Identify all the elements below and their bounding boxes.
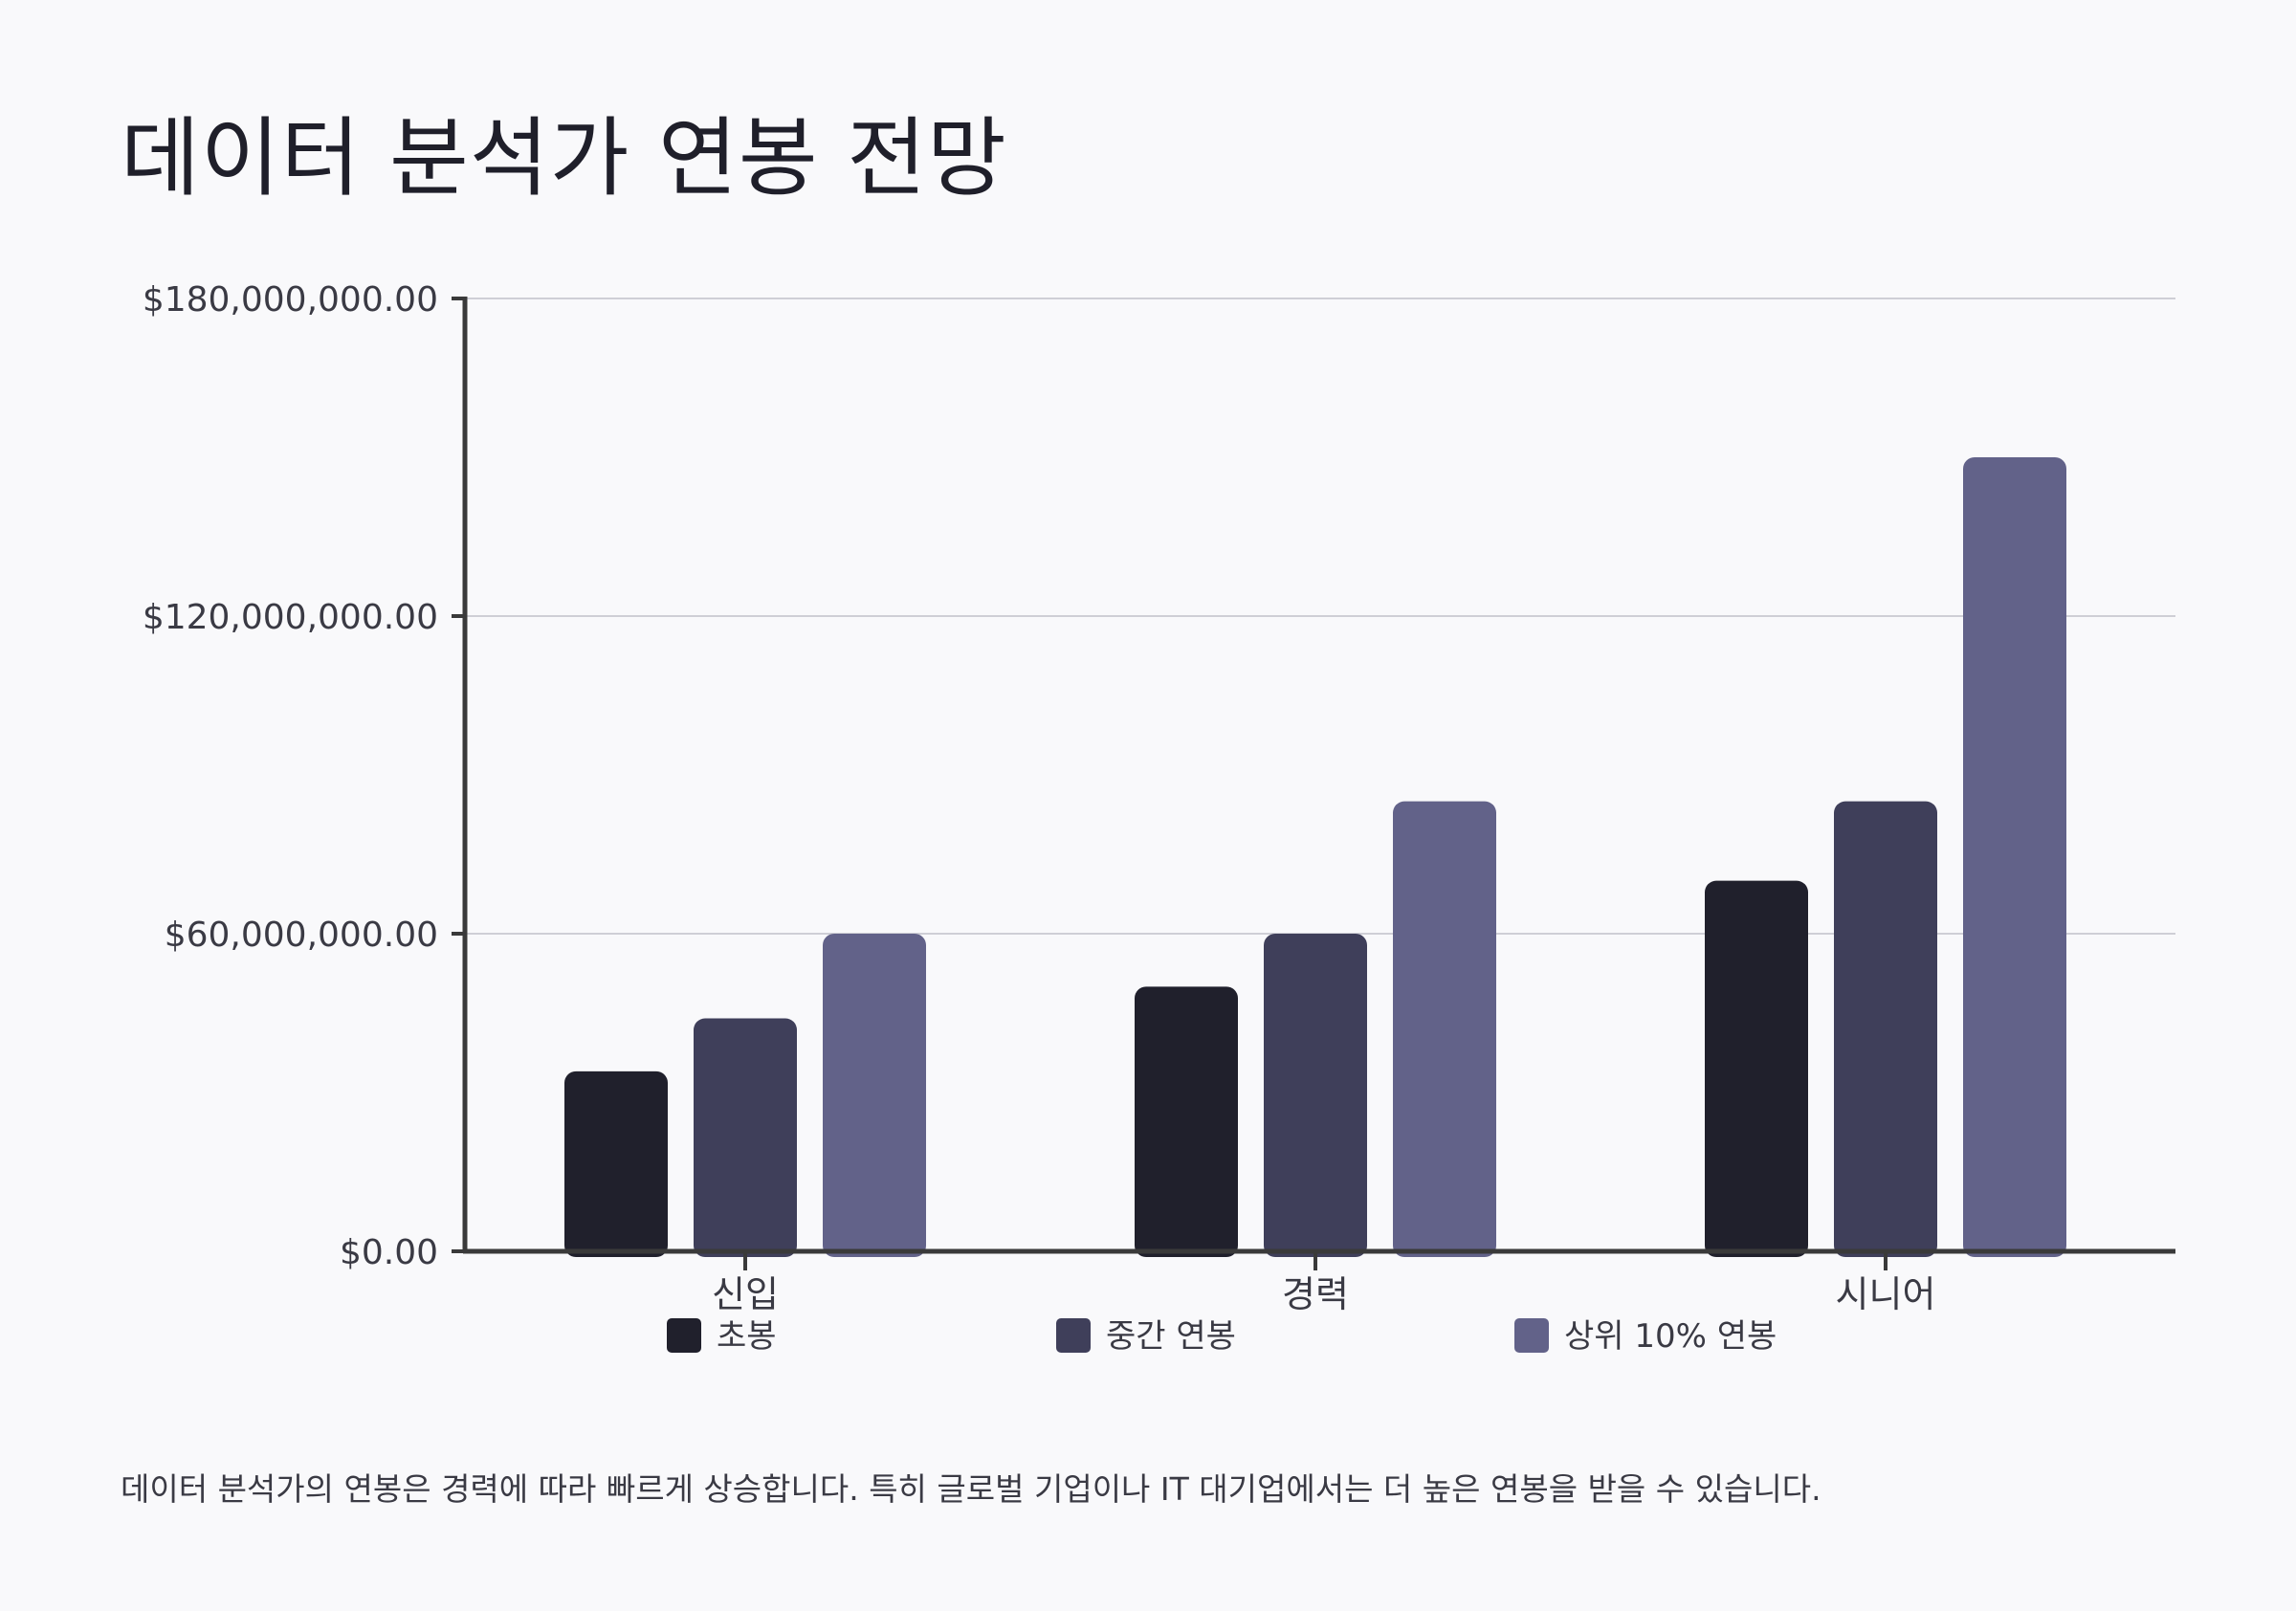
legend-item: 중간 연봉 [1056, 1317, 1236, 1356]
legend-swatch [667, 1318, 701, 1353]
x-tick-labels: 신입 경력 시니어 [712, 1273, 1935, 1315]
legend-label: 초봉 [717, 1317, 777, 1356]
bar [1264, 934, 1367, 1257]
chart-footnote: 데이터 분석가의 연봉은 경력에 따라 빠르게 상승합니다. 특히 글로벌 기업… [121, 1470, 1821, 1508]
x-tick-label: 시니어 [1836, 1273, 1936, 1315]
legend-item: 초봉 [667, 1317, 777, 1356]
bar [1705, 880, 1808, 1257]
y-tick-labels: $0.00 $60,000,000.00 $120,000,000.00 $180,0… [143, 280, 438, 1272]
legend-swatch [1056, 1318, 1091, 1353]
bars [564, 457, 2066, 1257]
legend-label: 상위 10% 연봉 [1564, 1317, 1777, 1356]
bar [1135, 986, 1238, 1257]
bar [564, 1070, 668, 1257]
y-tick-label: $180,000,000.00 [143, 280, 438, 320]
bar [1963, 457, 2066, 1257]
x-tick-label: 경력 [1282, 1273, 1349, 1315]
bar [694, 1018, 797, 1257]
legend-swatch [1514, 1318, 1549, 1353]
chart-title: 데이터 분석가 연봉 전망 [121, 108, 1007, 209]
bar [1834, 801, 1937, 1257]
legend-label: 중간 연봉 [1106, 1317, 1236, 1356]
legend-item: 상위 10% 연봉 [1514, 1317, 1777, 1356]
y-tick-label: $60,000,000.00 [165, 916, 438, 955]
y-tick-label: $120,000,000.00 [143, 598, 438, 637]
y-tick-label: $0.00 [340, 1233, 438, 1272]
axes [452, 297, 2175, 1270]
x-tick-label: 신입 [712, 1273, 779, 1315]
legend: 초봉 중간 연봉 상위 10% 연봉 [667, 1317, 1777, 1356]
bar [823, 934, 926, 1257]
bar [1393, 801, 1496, 1257]
